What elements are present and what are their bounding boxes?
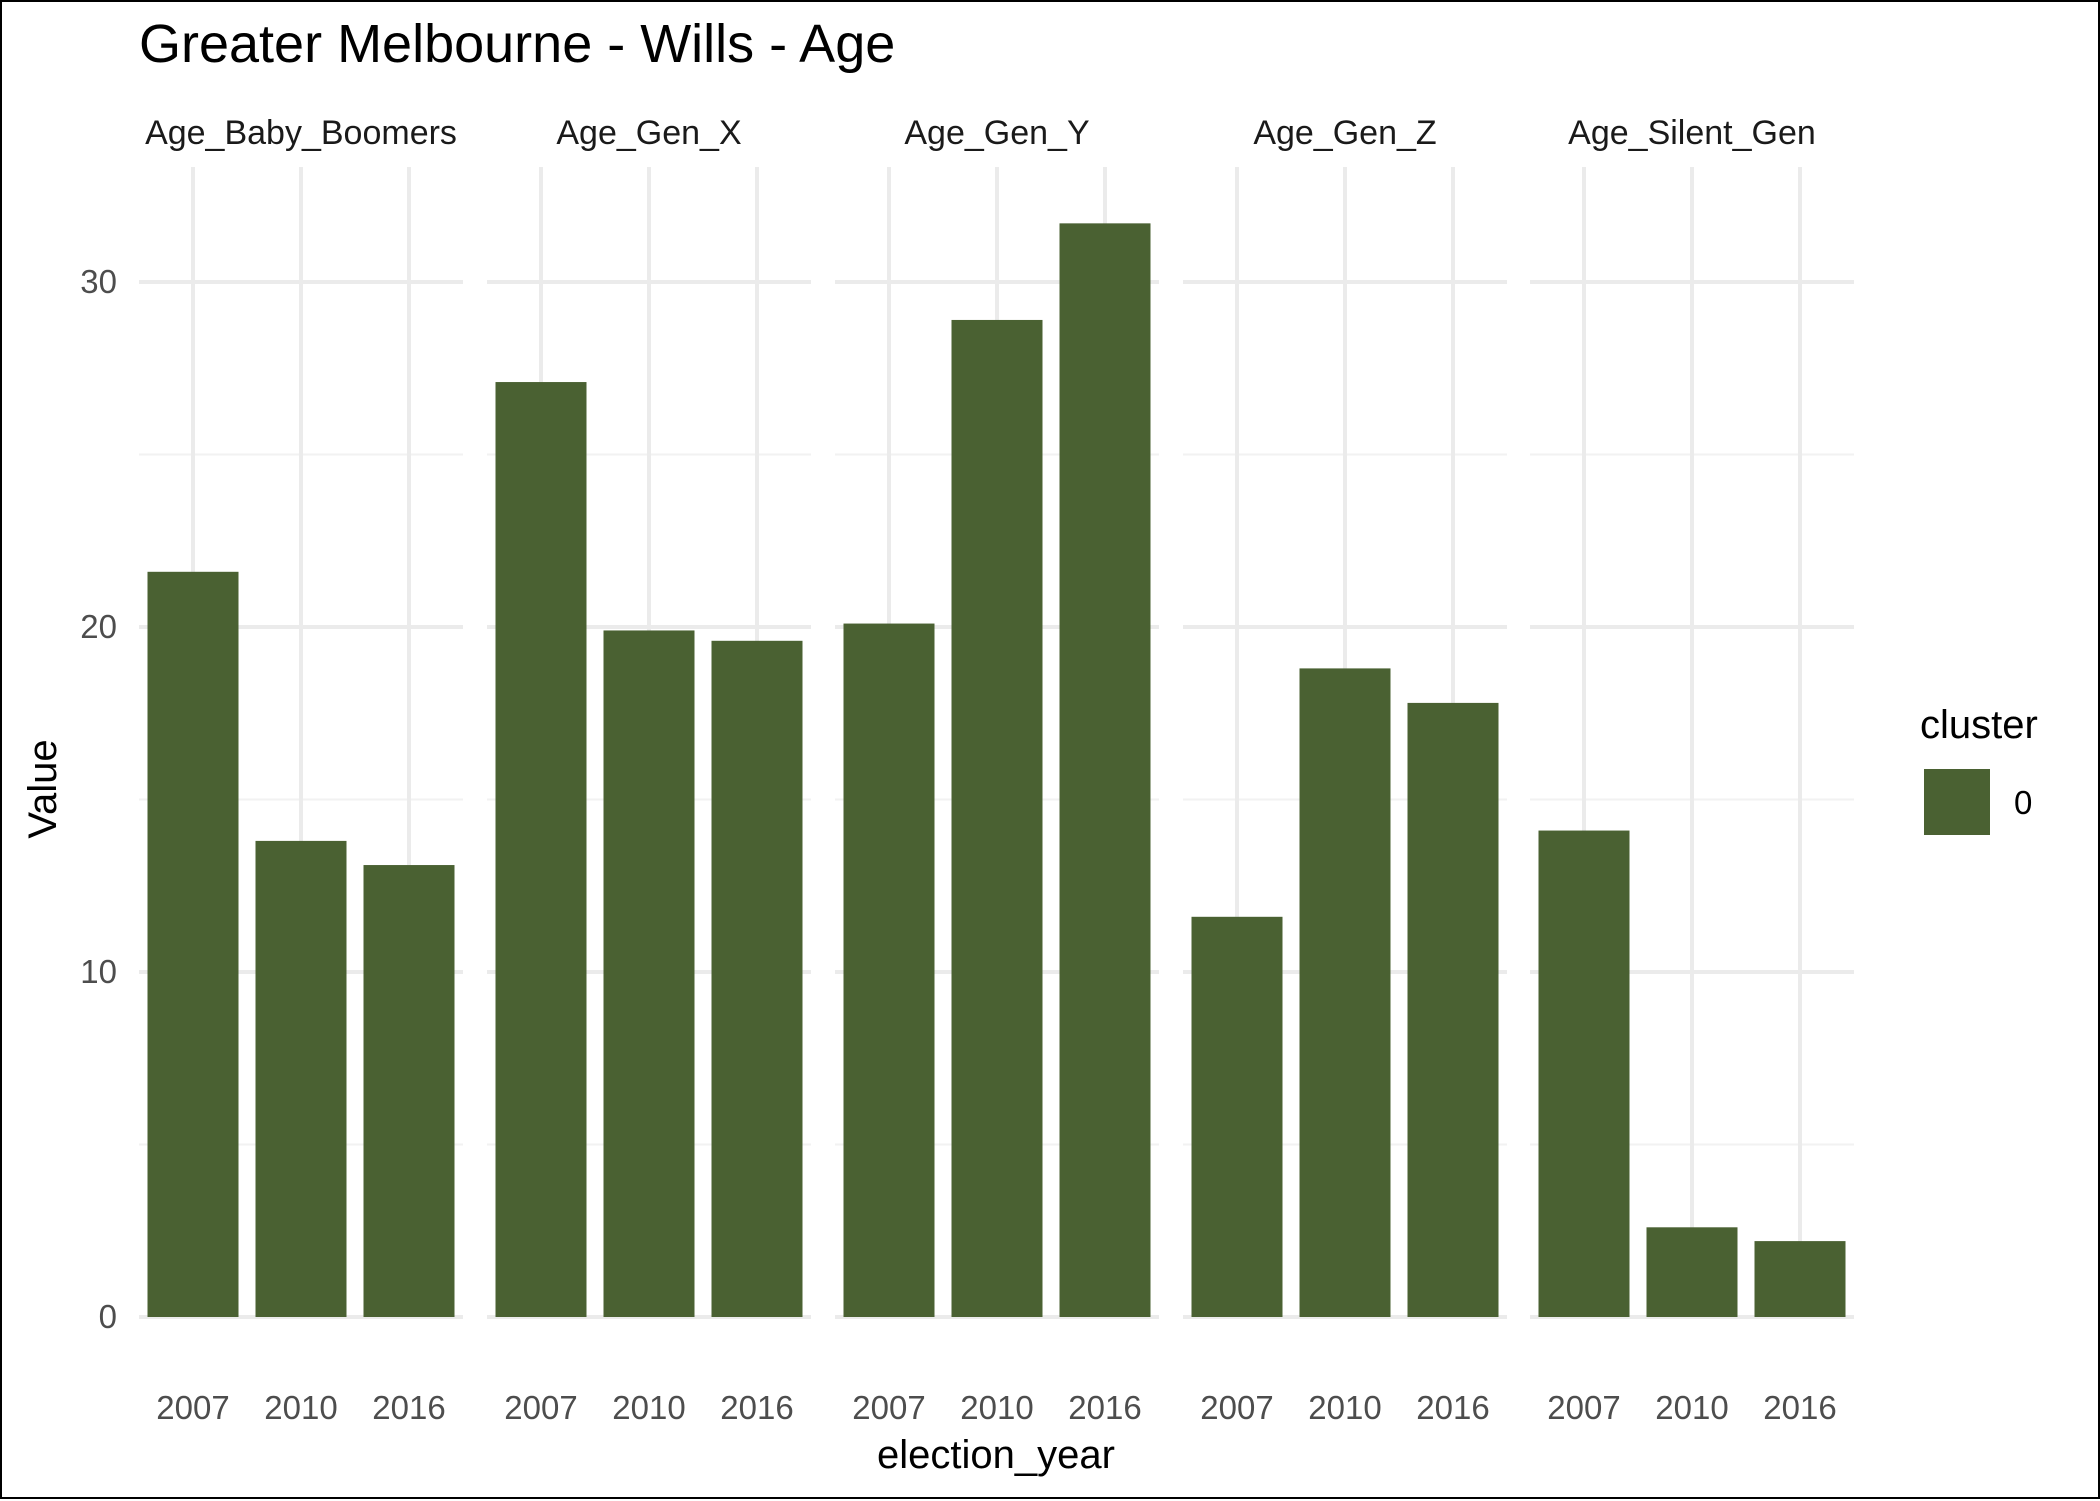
- facet-panel: Age_Gen_X 2007 2010 2016: [487, 114, 811, 1426]
- x-tick-label: 2007: [156, 1389, 229, 1426]
- y-tick-label: 20: [80, 608, 117, 645]
- bar: [1646, 1227, 1738, 1317]
- x-tick-label: 2010: [264, 1389, 337, 1426]
- bar: [1754, 1241, 1846, 1317]
- facet-panel: Age_Gen_Y 2007 2010 2016: [835, 114, 1159, 1426]
- bar: [1538, 830, 1630, 1317]
- y-axis-title: Value: [21, 739, 65, 838]
- x-axis-title: election_year: [877, 1433, 1115, 1477]
- facet-strip-label: Age_Gen_X: [556, 114, 741, 152]
- facet-strip-label: Age_Gen_Y: [904, 114, 1089, 152]
- x-tick-label: 2010: [1655, 1389, 1728, 1426]
- legend-title: cluster: [1920, 703, 2038, 747]
- x-tick-label: 2016: [1068, 1389, 1141, 1426]
- x-tick-label: 2010: [1308, 1389, 1381, 1426]
- y-tick-label: 0: [99, 1298, 117, 1335]
- bar: [363, 865, 455, 1317]
- chart-title: Greater Melbourne - Wills - Age: [139, 14, 895, 74]
- bar: [147, 571, 239, 1317]
- y-tick-label: 30: [80, 263, 117, 300]
- bar: [1299, 668, 1391, 1317]
- bar: [951, 319, 1043, 1317]
- bar: [843, 623, 935, 1317]
- bar: [1407, 702, 1499, 1317]
- facet-panel: Age_Baby_Boomers 2007 2010 2016: [139, 114, 463, 1426]
- x-tick-label: 2016: [372, 1389, 445, 1426]
- y-axis: 0 10 20 30: [80, 263, 117, 1335]
- x-tick-label: 2007: [852, 1389, 925, 1426]
- x-tick-label: 2016: [1763, 1389, 1836, 1426]
- x-tick-label: 2010: [960, 1389, 1033, 1426]
- facet-panel: Age_Silent_Gen 2007 2010 2016: [1530, 114, 1854, 1426]
- bar: [603, 630, 695, 1317]
- x-tick-label: 2007: [1200, 1389, 1273, 1426]
- bar: [711, 640, 803, 1317]
- facet-panels: Age_Baby_Boomers 2007 2010 2016 Age_Gen_X 200…: [139, 114, 1854, 1426]
- x-tick-label: 2007: [1547, 1389, 1620, 1426]
- facet-strip-label: Age_Silent_Gen: [1568, 114, 1816, 152]
- bar: [1059, 223, 1151, 1318]
- x-tick-label: 2010: [612, 1389, 685, 1426]
- legend: cluster 0: [1920, 703, 2038, 835]
- x-tick-label: 2007: [504, 1389, 577, 1426]
- y-tick-label: 10: [80, 953, 117, 990]
- facet-strip-label: Age_Baby_Boomers: [145, 114, 457, 152]
- bar: [495, 382, 587, 1317]
- legend-swatch-0: [1924, 769, 1990, 835]
- facet-panel: Age_Gen_Z 2007 2010 2016: [1183, 114, 1507, 1426]
- legend-label-0: 0: [2014, 784, 2032, 821]
- x-tick-label: 2016: [1416, 1389, 1489, 1426]
- facet-strip-label: Age_Gen_Z: [1253, 114, 1436, 152]
- bar: [255, 840, 347, 1317]
- x-tick-label: 2016: [720, 1389, 793, 1426]
- bar: [1191, 916, 1283, 1317]
